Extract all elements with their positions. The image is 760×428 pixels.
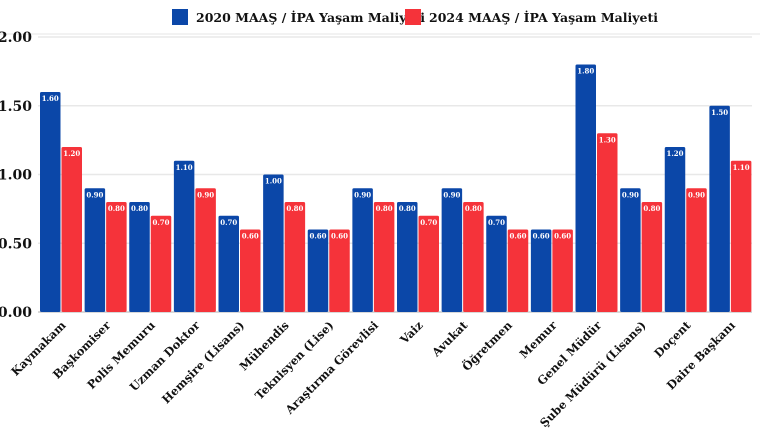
- bar-2024: [106, 202, 127, 312]
- data-label: 0.60: [309, 232, 326, 241]
- legend-swatch: [172, 9, 188, 25]
- data-label: 0.80: [399, 204, 416, 213]
- data-label: 1.00: [265, 177, 282, 186]
- bar-2020: [441, 188, 463, 312]
- bar-2024: [329, 229, 350, 312]
- bar-2024: [730, 160, 752, 312]
- x-tick-label: Doçent: [651, 318, 694, 361]
- data-label: 0.90: [86, 190, 103, 199]
- bar-2024: [373, 202, 395, 312]
- x-tick-label: Teknisyen (Lise): [252, 318, 336, 402]
- y-tick-label: 2.00: [0, 30, 32, 46]
- bar-2020: [620, 188, 641, 312]
- data-label: 0.80: [131, 204, 148, 213]
- data-label: 0.90: [688, 190, 705, 199]
- x-tick-label: Memur: [517, 318, 561, 362]
- bar-2020: [530, 229, 552, 312]
- data-label: 1.80: [577, 67, 594, 76]
- data-label: 0.80: [465, 204, 482, 213]
- bar-2020: [307, 229, 329, 312]
- bar-2024: [61, 147, 82, 312]
- x-tick-label: Hemşire (Lisans): [159, 318, 247, 406]
- bar-2020: [486, 215, 507, 312]
- bar-2024: [686, 188, 707, 312]
- bar-2024: [507, 229, 529, 312]
- data-label: 0.90: [622, 190, 639, 199]
- data-label: 0.80: [286, 204, 303, 213]
- x-tick-label: Vaiz: [396, 318, 425, 347]
- data-label: 1.30: [599, 135, 616, 144]
- data-label: 0.60: [554, 232, 571, 241]
- data-label: 1.20: [666, 149, 683, 158]
- data-label: 1.50: [711, 108, 728, 117]
- bar-2020: [173, 160, 195, 312]
- y-tick-label: 0.50: [0, 236, 32, 252]
- data-label: 0.60: [509, 232, 526, 241]
- bar-2020: [352, 188, 373, 312]
- y-tick-label: 1.50: [0, 99, 32, 115]
- data-label: 0.70: [488, 218, 505, 227]
- data-label: 1.60: [42, 94, 59, 103]
- bar-2020: [397, 202, 418, 312]
- bar-2020: [218, 215, 239, 312]
- y-tick-label: 0.00: [0, 305, 32, 321]
- bar-2024: [463, 202, 484, 312]
- data-label: 0.80: [108, 204, 125, 213]
- bar-2024: [418, 215, 439, 312]
- x-tick-label: Avukat: [428, 318, 470, 360]
- data-label: 0.90: [197, 190, 214, 199]
- legend-label: 2020 MAAŞ / İPA Yaşam Maliyeti: [196, 10, 425, 25]
- data-label: 0.60: [331, 232, 348, 241]
- data-label: 0.60: [242, 232, 259, 241]
- bar-2020: [84, 188, 106, 312]
- data-label: 0.60: [533, 232, 550, 241]
- bar-2024: [150, 215, 172, 312]
- bar-2024: [552, 229, 573, 312]
- data-label: 0.80: [376, 204, 393, 213]
- data-label: 0.70: [220, 218, 237, 227]
- data-label: 1.10: [733, 163, 750, 172]
- bar-2024: [597, 133, 618, 312]
- data-label: 0.80: [643, 204, 660, 213]
- legend-swatch: [405, 9, 421, 25]
- bar-2024: [240, 229, 261, 312]
- bar-2024: [284, 202, 306, 312]
- bar-2020: [709, 105, 730, 312]
- data-label: 0.70: [152, 218, 169, 227]
- bar-2024: [641, 202, 663, 312]
- bar-2020: [129, 202, 150, 312]
- bar-2020: [263, 174, 284, 312]
- legend-label: 2024 MAAŞ / İPA Yaşam Maliyeti: [429, 10, 658, 25]
- bar-2020: [40, 92, 61, 312]
- data-label: 0.90: [354, 190, 371, 199]
- data-label: 0.70: [420, 218, 437, 227]
- data-label: 1.10: [176, 163, 193, 172]
- y-tick-label: 1.00: [0, 168, 32, 184]
- bar-2024: [195, 188, 216, 312]
- bar-2020: [575, 64, 596, 312]
- data-label: 0.90: [443, 190, 460, 199]
- bar-2020: [664, 147, 686, 312]
- data-label: 1.20: [63, 149, 80, 158]
